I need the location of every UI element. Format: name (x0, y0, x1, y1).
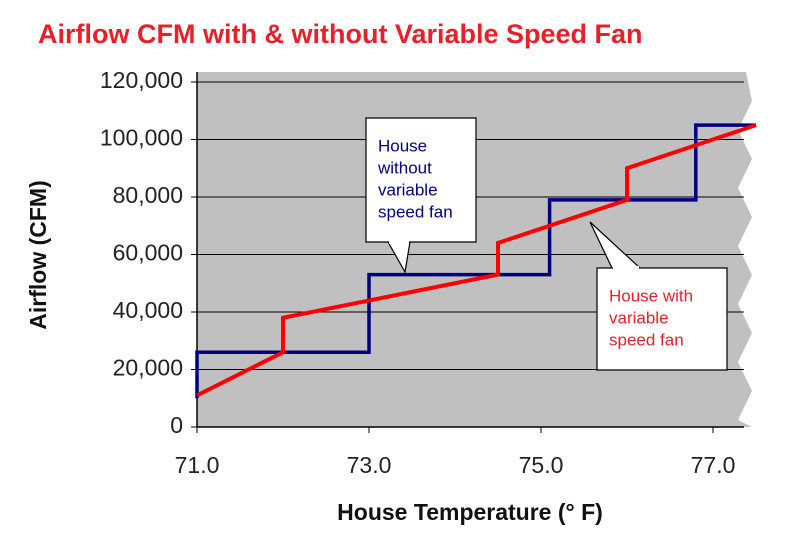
callout-box (589, 221, 728, 371)
callout-text: speed fan (609, 330, 684, 349)
callout-text: variable (378, 180, 438, 199)
y-tick-label: 60,000 (113, 240, 183, 266)
y-tick-label: 0 (170, 412, 183, 438)
callout-text: speed fan (378, 202, 453, 221)
y-tick-label: 120,000 (100, 67, 183, 93)
x-tick-label: 71.0 (175, 452, 220, 478)
x-tick-label: 75.0 (519, 452, 564, 478)
y-axis-title: Airflow (CFM) (25, 180, 51, 329)
y-tick-label: 40,000 (113, 297, 183, 323)
callout-text: variable (609, 308, 669, 327)
callout-text: without (377, 158, 432, 177)
callout-fill (389, 240, 409, 244)
callout-text: House with (609, 286, 693, 305)
plot-area: 0 20,000 40,000 60,000 80,000 100,000 120,000 7… (100, 67, 757, 478)
callout-text: House (378, 136, 427, 155)
series-line (195, 123, 756, 399)
chart-title: Airflow CFM with & without Variable Spee… (38, 19, 643, 49)
callout: House with variable speed fan (589, 221, 728, 371)
y-tick-label: 20,000 (113, 355, 183, 381)
y-tick-label: 80,000 (113, 182, 183, 208)
x-axis-title: House Temperature (° F) (337, 499, 603, 525)
callout-box (365, 117, 477, 274)
series-line (196, 123, 757, 398)
y-tick-label: 100,000 (100, 125, 183, 151)
callout-fill (613, 266, 639, 270)
x-tick-label: 77.0 (691, 452, 736, 478)
callout: House without variable speed fan (365, 117, 477, 274)
x-tick-label: 73.0 (347, 452, 392, 478)
